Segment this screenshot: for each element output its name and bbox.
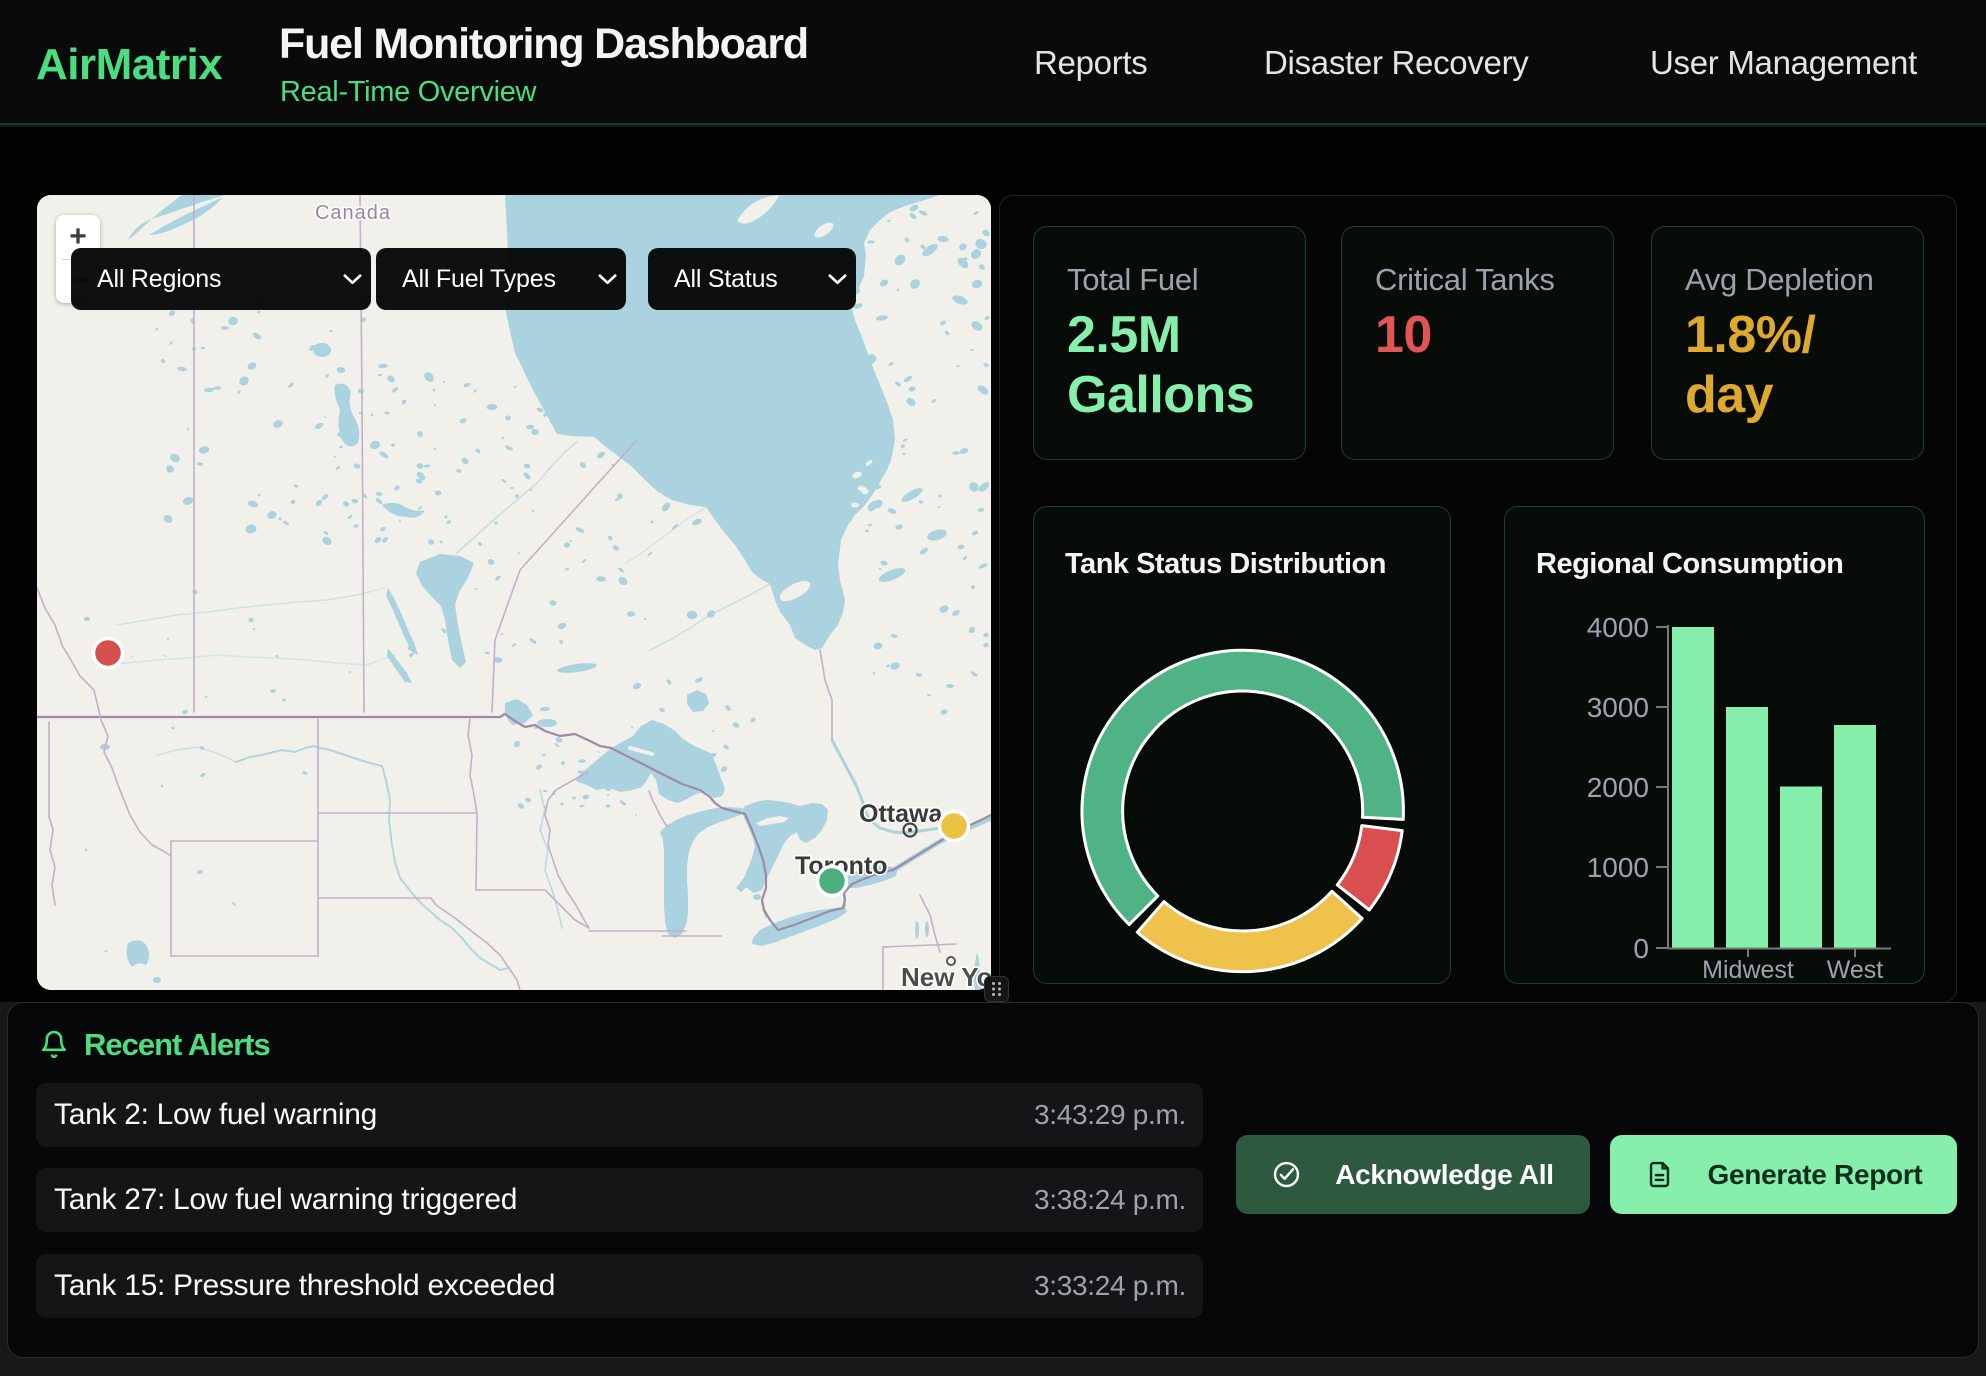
svg-text:1000: 1000 (1587, 852, 1649, 883)
svg-text:3000: 3000 (1587, 692, 1649, 723)
svg-text:2000: 2000 (1587, 772, 1649, 803)
svg-text:New York: New York (901, 962, 991, 990)
svg-text:4000: 4000 (1587, 612, 1649, 643)
svg-text:Toronto: Toronto (795, 852, 888, 880)
svg-text:0: 0 (1633, 933, 1649, 964)
svg-text:Midwest: Midwest (1702, 956, 1794, 984)
svg-text:Canada: Canada (315, 202, 391, 224)
svg-text:Ottawa: Ottawa (859, 800, 943, 828)
svg-text:West: West (1827, 956, 1884, 984)
